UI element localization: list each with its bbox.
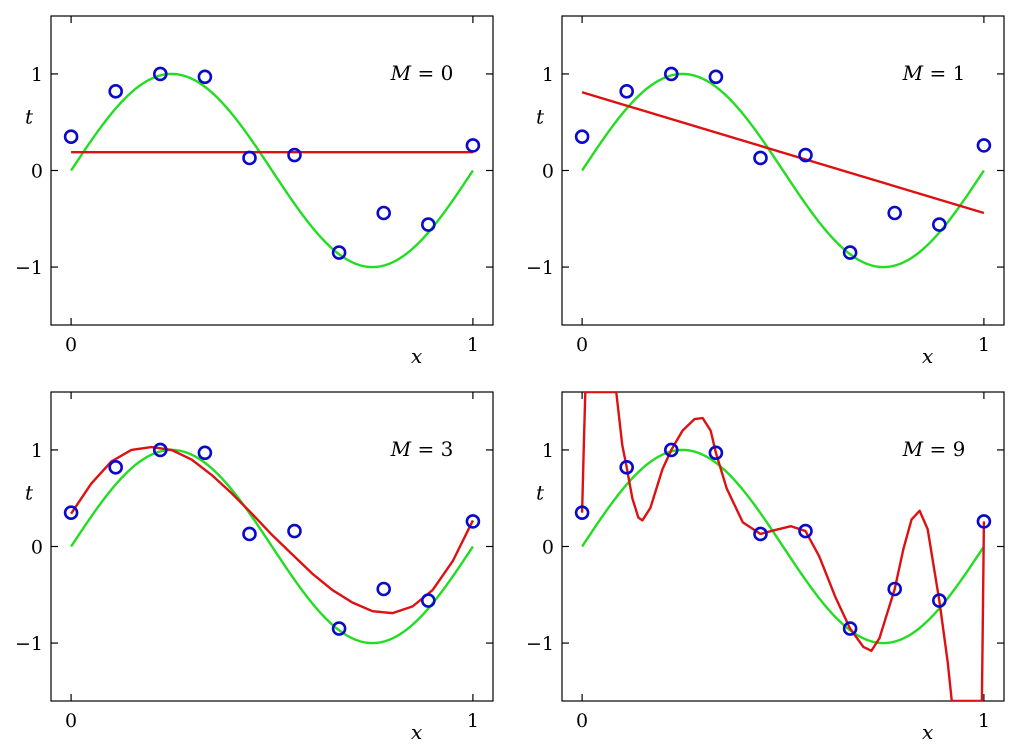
data-point [708, 445, 724, 461]
y-tick-label: 1 [542, 64, 554, 86]
fitted-polynomial-curve [70, 445, 474, 615]
true-function-curve [581, 448, 985, 645]
data-point [574, 505, 590, 521]
y-tick-label: 0 [542, 161, 554, 183]
y-axis-label: t [536, 104, 545, 128]
data-point [798, 147, 813, 163]
data-point [197, 69, 213, 85]
x-tick-label: 0 [576, 334, 588, 356]
data-point [842, 621, 858, 636]
x-tick-label: 0 [65, 710, 77, 732]
data-point [976, 138, 992, 153]
data-point [108, 460, 123, 475]
data-point [753, 526, 768, 542]
x-axis-label: x [922, 344, 933, 368]
subplot-m0: 0 1 −1 0 1 x t M = 0 [15, 15, 494, 368]
model-order-annotation: M = 3 [390, 437, 454, 461]
subplot-m1: 0 1 −1 0 1 x t M = 1 [526, 15, 1005, 368]
x-axis-label: x [922, 720, 933, 744]
data-point [108, 84, 123, 99]
y-tick-label: −1 [526, 257, 554, 279]
data-point [887, 205, 903, 221]
x-axis-label: x [411, 344, 422, 368]
data-point [465, 514, 481, 529]
true-function-curve [581, 72, 985, 269]
y-tick-label: 0 [31, 537, 43, 559]
fitted-polynomial-curve [581, 91, 985, 215]
data-point [287, 147, 302, 163]
data-point [619, 460, 634, 475]
data-point [376, 205, 392, 221]
data-point [242, 150, 257, 166]
y-tick-label: 1 [542, 440, 554, 462]
data-point [932, 593, 947, 608]
data-point [574, 129, 590, 145]
data-point [663, 442, 679, 458]
data-point [887, 581, 903, 597]
true-function-curve [70, 72, 474, 269]
data-point [197, 445, 213, 461]
x-axis-label: x [411, 720, 422, 744]
y-tick-label: 1 [31, 440, 43, 462]
data-point [152, 66, 168, 82]
x-tick-label: 0 [576, 710, 588, 732]
y-tick-label: 1 [31, 64, 43, 86]
data-point [331, 621, 347, 636]
data-point [63, 505, 79, 521]
x-tick-label: 1 [978, 334, 990, 356]
y-axis-label: t [25, 104, 34, 128]
x-tick-label: 1 [467, 334, 479, 356]
data-point [421, 593, 436, 608]
data-point [63, 129, 79, 145]
y-tick-label: −1 [15, 257, 43, 279]
fitted-polynomial-curve [580, 392, 986, 701]
data-point [753, 150, 768, 166]
data-point [932, 217, 947, 232]
data-point [619, 84, 634, 99]
data-point [331, 245, 347, 260]
y-axis-label: t [25, 480, 34, 504]
data-point [376, 581, 392, 597]
data-point [663, 66, 679, 82]
data-point [287, 523, 302, 539]
data-point [842, 245, 858, 260]
x-tick-label: 1 [978, 710, 990, 732]
y-tick-label: −1 [526, 633, 554, 655]
x-tick-label: 0 [65, 334, 77, 356]
data-point [798, 523, 813, 539]
subplot-m3: 0 1 −1 0 1 x t M = 3 [15, 391, 494, 744]
data-point [242, 526, 257, 542]
data-point [708, 69, 724, 85]
y-tick-label: 0 [542, 537, 554, 559]
subplot-m9: 0 1 −1 0 1 x t M = 9 [526, 391, 1005, 744]
model-order-annotation: M = 1 [902, 61, 966, 85]
y-tick-label: 0 [31, 161, 43, 183]
true-function-curve [70, 448, 474, 645]
data-point [976, 514, 992, 529]
model-order-annotation: M = 0 [390, 61, 454, 85]
x-tick-label: 1 [467, 710, 479, 732]
model-order-annotation: M = 9 [902, 437, 966, 461]
data-point [465, 138, 481, 153]
y-tick-label: −1 [15, 633, 43, 655]
data-point [421, 217, 436, 232]
y-axis-label: t [536, 480, 545, 504]
data-point [152, 442, 168, 458]
